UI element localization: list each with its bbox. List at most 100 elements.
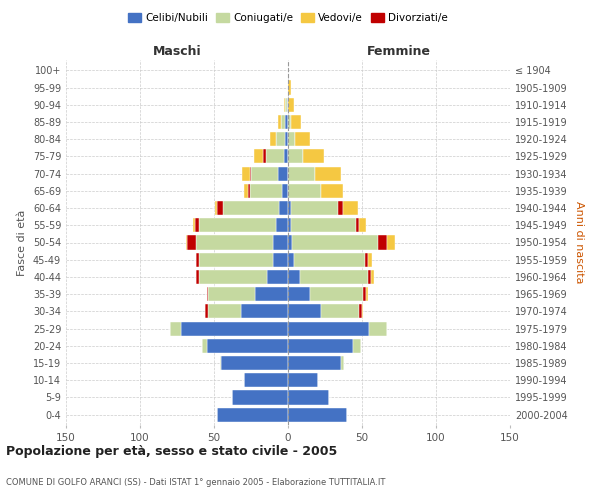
Bar	[292, 236, 378, 250]
Bar	[341, 356, 344, 370]
Bar	[378, 236, 387, 250]
Bar	[356, 218, 359, 232]
Bar	[288, 270, 300, 284]
Bar	[206, 338, 288, 353]
Bar	[288, 132, 295, 146]
Legend: Celibi/Nubili, Coniugati/e, Vedovi/e, Divorziati/e: Celibi/Nubili, Coniugati/e, Vedovi/e, Di…	[124, 8, 452, 27]
Bar	[276, 132, 285, 146]
Bar	[282, 184, 288, 198]
Bar	[338, 201, 343, 215]
Bar	[288, 218, 291, 232]
Bar	[221, 356, 288, 370]
Bar	[273, 252, 288, 267]
Bar	[205, 304, 208, 318]
Bar	[284, 98, 285, 112]
Bar	[288, 287, 310, 301]
Bar	[288, 356, 341, 370]
Bar	[276, 218, 288, 232]
Bar	[288, 322, 370, 336]
Bar	[320, 304, 359, 318]
Bar	[287, 98, 288, 112]
Text: Maschi: Maschi	[152, 46, 202, 59]
Bar	[288, 150, 303, 164]
Bar	[365, 252, 368, 267]
Bar	[250, 184, 282, 198]
Bar	[291, 201, 338, 215]
Bar	[199, 218, 276, 232]
Bar	[288, 373, 317, 388]
Bar	[353, 338, 361, 353]
Bar	[300, 270, 368, 284]
Bar	[195, 218, 199, 232]
Bar	[294, 252, 365, 267]
Bar	[267, 270, 288, 284]
Bar	[288, 390, 329, 404]
Bar	[263, 150, 266, 164]
Bar	[364, 287, 367, 301]
Bar	[288, 408, 347, 422]
Bar	[278, 166, 288, 180]
Bar	[196, 252, 199, 267]
Bar	[288, 98, 294, 112]
Bar	[288, 115, 291, 129]
Bar	[291, 115, 301, 129]
Bar	[248, 184, 250, 198]
Bar	[220, 356, 221, 370]
Bar	[371, 270, 374, 284]
Bar	[244, 184, 248, 198]
Bar	[284, 150, 288, 164]
Bar	[242, 166, 250, 180]
Bar	[295, 132, 310, 146]
Bar	[288, 80, 291, 94]
Bar	[281, 115, 285, 129]
Text: Popolazione per età, sesso e stato civile - 2005: Popolazione per età, sesso e stato civil…	[6, 445, 337, 458]
Y-axis label: Anni di nascita: Anni di nascita	[574, 201, 584, 284]
Bar	[314, 166, 341, 180]
Bar	[291, 218, 356, 232]
Bar	[241, 304, 288, 318]
Bar	[288, 166, 314, 180]
Bar	[273, 236, 288, 250]
Bar	[288, 201, 291, 215]
Bar	[368, 270, 371, 284]
Bar	[288, 338, 353, 353]
Bar	[320, 184, 343, 198]
Bar	[217, 201, 223, 215]
Bar	[206, 287, 208, 301]
Bar	[208, 304, 241, 318]
Bar	[343, 201, 358, 215]
Bar	[170, 322, 181, 336]
Bar	[370, 322, 387, 336]
Bar	[288, 236, 292, 250]
Bar	[193, 218, 195, 232]
Text: COMUNE DI GOLFO ARANCI (SS) - Dati ISTAT 1° gennaio 2005 - Elaborazione TUTTITAL: COMUNE DI GOLFO ARANCI (SS) - Dati ISTAT…	[6, 478, 385, 487]
Bar	[266, 150, 284, 164]
Bar	[303, 150, 323, 164]
Bar	[181, 322, 288, 336]
Bar	[279, 201, 288, 215]
Bar	[278, 115, 281, 129]
Bar	[199, 252, 273, 267]
Bar	[359, 218, 367, 232]
Bar	[187, 236, 196, 250]
Bar	[270, 132, 276, 146]
Bar	[217, 408, 288, 422]
Bar	[362, 304, 364, 318]
Bar	[285, 132, 288, 146]
Bar	[288, 304, 320, 318]
Text: Femmine: Femmine	[367, 46, 431, 59]
Bar	[196, 270, 199, 284]
Bar	[368, 252, 373, 267]
Bar	[223, 201, 279, 215]
Bar	[208, 287, 256, 301]
Bar	[244, 373, 288, 388]
Bar	[288, 184, 320, 198]
Bar	[256, 287, 288, 301]
Y-axis label: Fasce di età: Fasce di età	[17, 210, 27, 276]
Bar	[186, 236, 187, 250]
Bar	[310, 287, 364, 301]
Bar	[359, 304, 362, 318]
Bar	[288, 252, 294, 267]
Bar	[285, 98, 287, 112]
Bar	[199, 270, 267, 284]
